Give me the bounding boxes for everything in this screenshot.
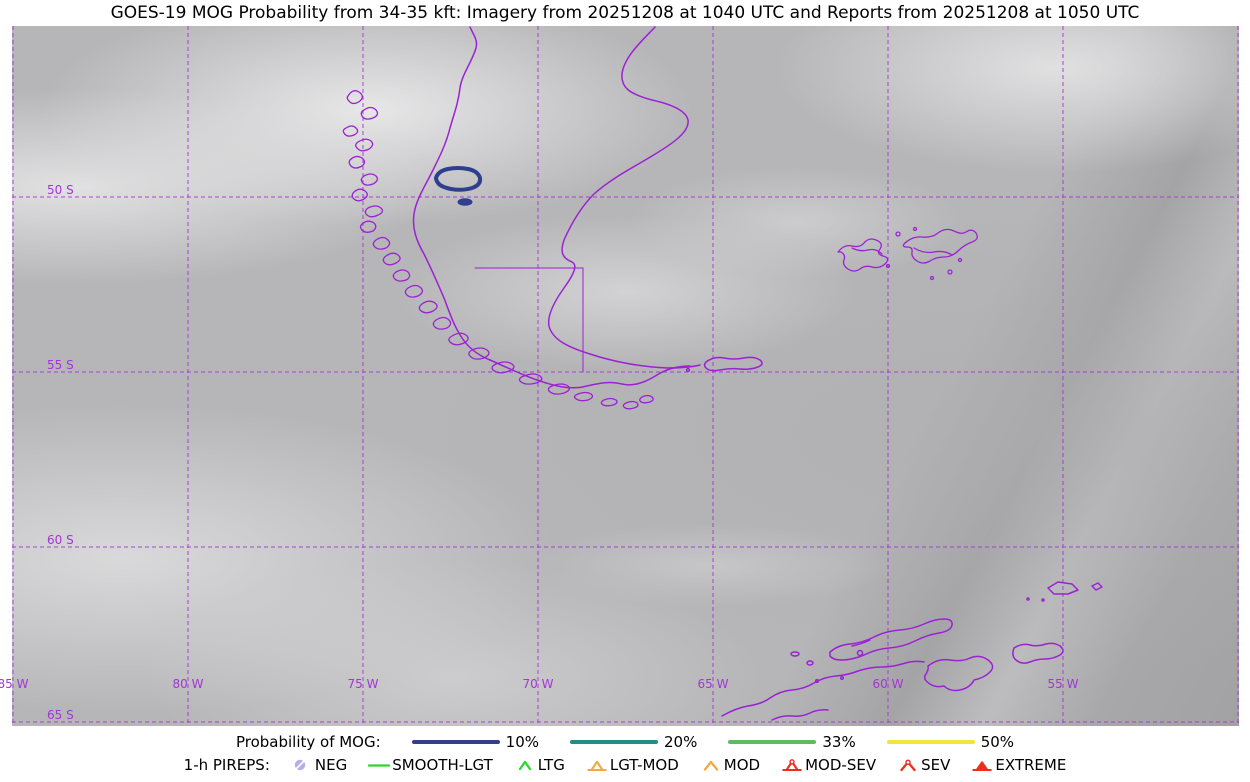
lon-label-55w: 55 W <box>1047 677 1079 691</box>
pirep-mod-caret-icon <box>700 757 722 773</box>
pirep-smooth-line-icon <box>368 757 391 773</box>
page-title: GOES-19 MOG Probability from 34-35 kft: … <box>110 3 1140 23</box>
pirep-smooth-lgt-label: SMOOTH-LGT <box>392 756 493 774</box>
pirep-ltg-label: LTG <box>537 756 565 774</box>
lon-label-75w: 75 W <box>347 677 379 691</box>
mog-legend-item-50: 50% <box>886 733 1015 751</box>
map-overlay-graphics <box>12 26 1239 726</box>
satellite-imagery-map: 50 S 55 S 60 S 65 S 85 W 80 W 75 W 70 W … <box>0 26 1239 726</box>
pirep-item-mod-sev: MOD-SEV <box>781 756 876 774</box>
coastlines <box>342 26 1103 721</box>
mog-probability-legend-row: Probability of MOG: 10% 20% 33% 50% <box>0 731 1250 753</box>
lat-label-60s: 60 S <box>47 533 74 547</box>
mog-legend-item-20: 20% <box>570 733 697 751</box>
mog-50-line-swatch <box>886 739 975 745</box>
graticule-gridlines <box>12 26 1239 726</box>
pireps-legend-row: 1-h PIREPS: NEG SMOOTH-LGT LTG <box>0 754 1250 776</box>
lat-label-50s: 50 S <box>47 183 74 197</box>
mog-33-label: 33% <box>822 733 856 751</box>
pirep-item-lgt-mod: LGT-MOD <box>586 756 679 774</box>
mog-legend-title: Probability of MOG: <box>235 733 381 751</box>
pirep-item-smooth-lgt: SMOOTH-LGT <box>368 756 493 774</box>
pirep-item-sev: SEV <box>897 756 950 774</box>
lat-label-55s: 55 S <box>47 358 74 372</box>
mog-legend-item-10: 10% <box>411 733 540 751</box>
lon-label-70w: 70 W <box>522 677 554 691</box>
pirep-item-ltg: LTG <box>514 756 565 774</box>
pirep-lgt-mod-triangle-icon <box>586 757 608 773</box>
pirep-sev-label: SEV <box>921 756 951 774</box>
pirep-extreme-triangle-icon <box>971 757 993 773</box>
mog-contour-10 <box>434 166 483 206</box>
pirep-mod-sev-triangle-loop-icon <box>781 757 803 773</box>
pirep-neg-icon <box>291 757 313 773</box>
pirep-item-extreme: EXTREME <box>971 756 1066 774</box>
pirep-item-neg: NEG <box>291 756 347 774</box>
pirep-lgt-mod-label: LGT-MOD <box>609 756 679 774</box>
mog-legend-item-33: 33% <box>728 733 856 751</box>
mog-20-label: 20% <box>664 733 698 751</box>
lon-label-65w: 65 W <box>697 677 729 691</box>
pirep-mod-label: MOD <box>723 756 761 774</box>
mog-50-label: 50% <box>980 733 1015 751</box>
lat-label-65s: 65 S <box>47 708 74 722</box>
mog-10-label: 10% <box>505 733 540 751</box>
pirep-extreme-label: EXTREME <box>995 756 1067 774</box>
lon-label-80w: 80 W <box>172 677 204 691</box>
pirep-ltg-caret-icon <box>514 757 536 773</box>
pireps-legend-title: 1-h PIREPS: <box>183 756 270 774</box>
mog-33-line-swatch <box>728 739 817 745</box>
lon-label-60w: 60 W <box>872 677 904 691</box>
pirep-neg-label: NEG <box>314 756 348 774</box>
lon-label-85w: 85 W <box>0 677 29 691</box>
mog-20-line-swatch <box>570 739 659 745</box>
pirep-item-mod: MOD <box>700 756 760 774</box>
pirep-mod-sev-label: MOD-SEV <box>805 756 877 774</box>
mog-10-line-swatch <box>411 739 500 745</box>
legend: Probability of MOG: 10% 20% 33% 50% 1-h … <box>0 726 1250 782</box>
pirep-sev-caret-loop-icon <box>897 757 919 773</box>
